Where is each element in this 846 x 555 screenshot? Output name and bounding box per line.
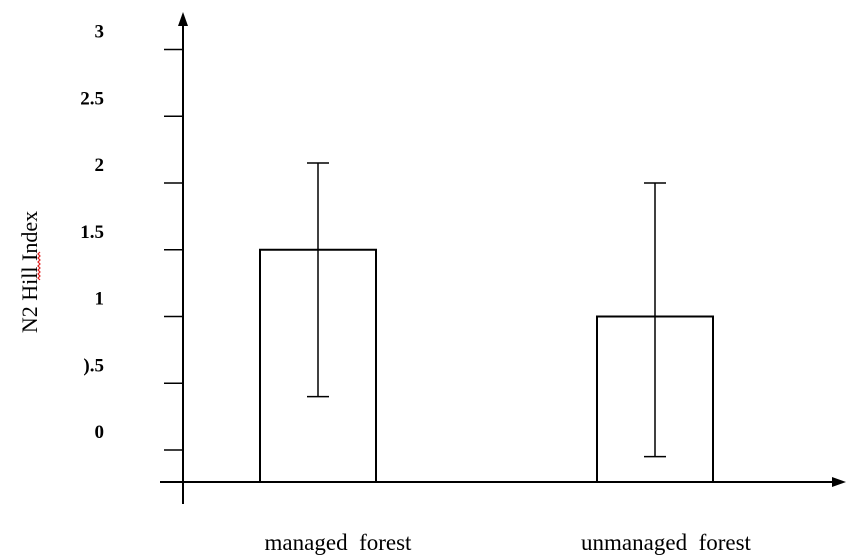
y-tick-label: 2.5 [80, 88, 104, 109]
y-axis-arrowhead [178, 12, 188, 26]
y-tick-label: 1 [95, 289, 105, 310]
y-axis-title: N2 Hill Index [17, 211, 42, 333]
y-tick-label: ).5 [83, 355, 104, 376]
x-tick-label: unmanaged forest [581, 530, 751, 555]
x-tick-labels: managed forest unmanaged forest [265, 530, 752, 555]
x-tick-label: managed forest [265, 530, 412, 555]
y-ticks: 0 ).5 1 1.5 2 2.5 3 [80, 22, 183, 451]
y-tick-label: 0 [95, 422, 105, 443]
y-tick-label: 2 [95, 155, 105, 176]
y-tick-label: 1.5 [80, 222, 104, 243]
bars [260, 250, 713, 482]
y-tick-label: 3 [95, 22, 105, 43]
x-axis-arrowhead [832, 477, 846, 487]
